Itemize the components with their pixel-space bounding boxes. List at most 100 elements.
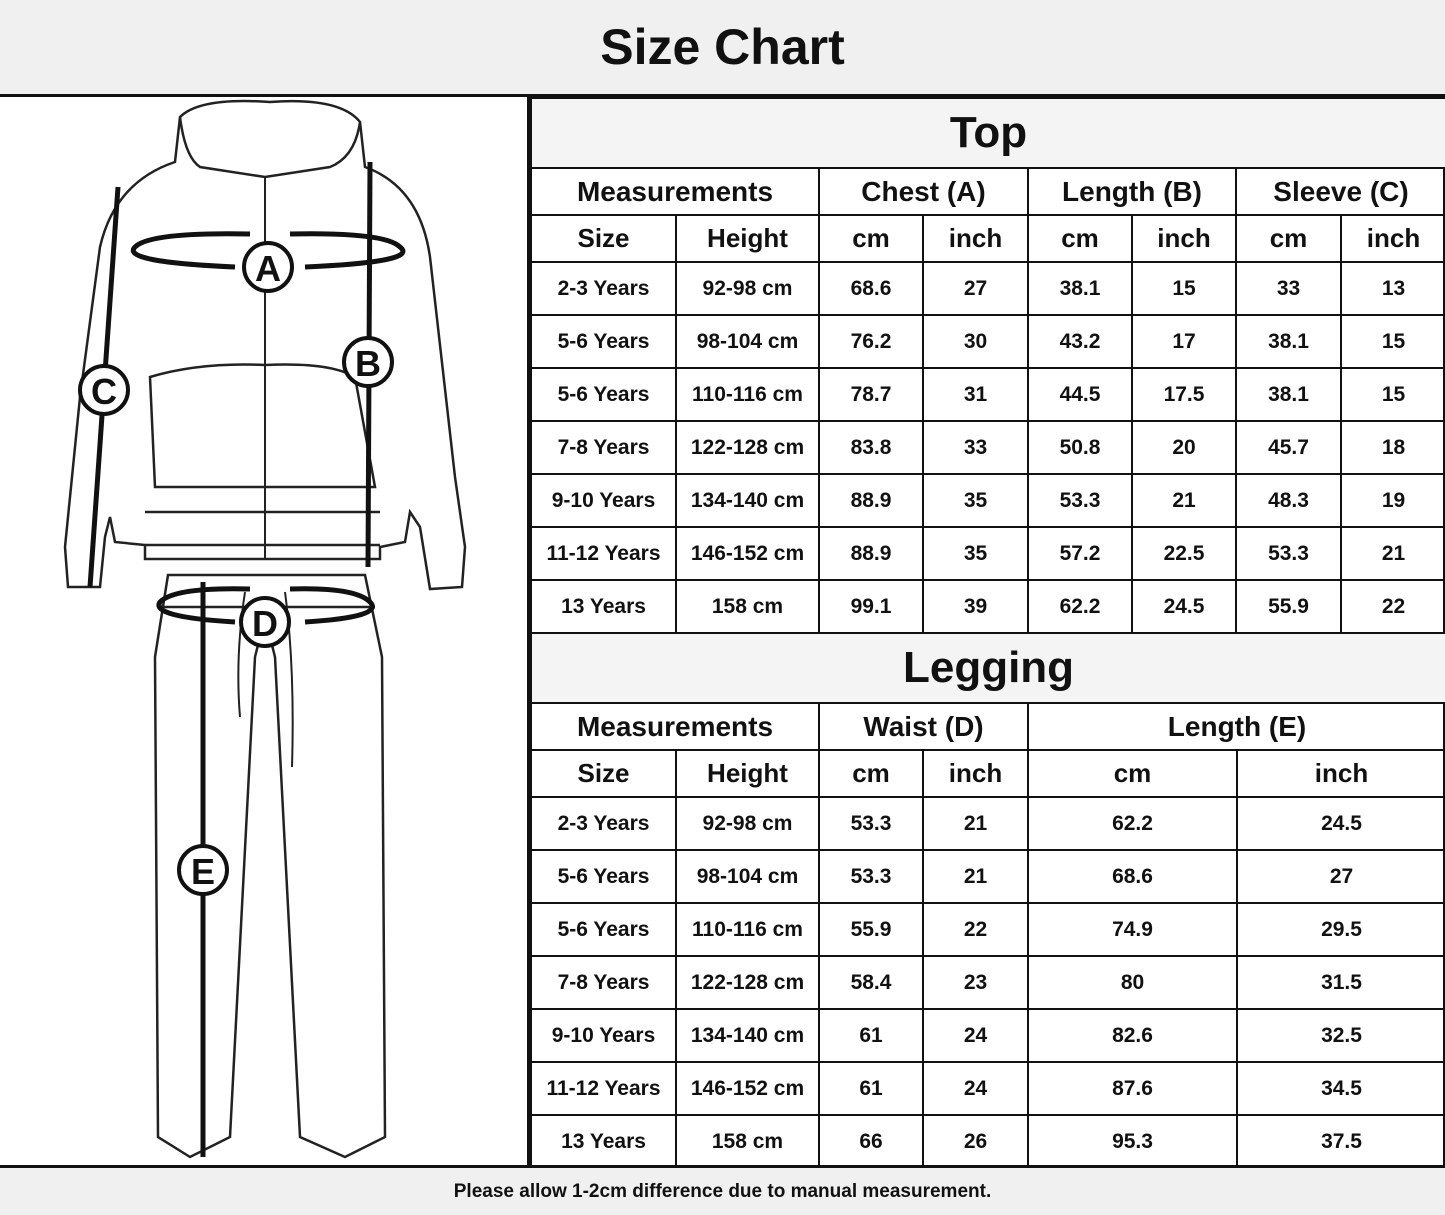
group-header: Length (B) bbox=[1027, 167, 1237, 216]
table-cell: 55.9 bbox=[818, 902, 924, 957]
table-cell: 5-6 Years bbox=[530, 849, 677, 904]
table-cell: 82.6 bbox=[1027, 1008, 1238, 1063]
hood-opening bbox=[178, 116, 362, 179]
table-cell: 9-10 Years bbox=[530, 1008, 677, 1063]
table-cell: 44.5 bbox=[1027, 367, 1133, 422]
table-cell: 158 cm bbox=[675, 1114, 820, 1169]
hoodie-outline bbox=[63, 99, 467, 591]
table-cell: 134-140 cm bbox=[675, 473, 820, 528]
table-cell: 99.1 bbox=[818, 579, 924, 634]
table-cell: 27 bbox=[1235, 849, 1445, 904]
table-cell: 21 bbox=[1131, 473, 1237, 528]
table-cell: 87.6 bbox=[1027, 1061, 1238, 1116]
column-header: cm bbox=[818, 749, 924, 798]
page-title: Size Chart bbox=[0, 0, 1445, 97]
table-cell: 22 bbox=[1340, 579, 1445, 634]
table-cell: 45.7 bbox=[1235, 420, 1342, 475]
table-cell: 134-140 cm bbox=[675, 1008, 820, 1063]
table-cell: 74.9 bbox=[1027, 902, 1238, 957]
table-cell: 53.3 bbox=[818, 849, 924, 904]
table-cell: 98-104 cm bbox=[675, 849, 820, 904]
table-row: 5-6 Years 110-116 cm 55.9 22 74.9 29.5 bbox=[530, 902, 1445, 957]
table-cell: 48.3 bbox=[1235, 473, 1342, 528]
table-cell: 29.5 bbox=[1235, 902, 1445, 957]
table-cell: 11-12 Years bbox=[530, 526, 677, 581]
table-cell: 158 cm bbox=[675, 579, 820, 634]
table-cell: 53.3 bbox=[1027, 473, 1133, 528]
legging-size-table: Legging Measurements Waist (D) Length (E… bbox=[529, 632, 1445, 1169]
table-cell: 7-8 Years bbox=[530, 955, 677, 1010]
column-header: Size bbox=[530, 749, 677, 798]
table-cell: 13 Years bbox=[530, 579, 677, 634]
table-cell: 38.1 bbox=[1027, 261, 1133, 316]
table-cell: 55.9 bbox=[1235, 579, 1342, 634]
label-c: C bbox=[91, 371, 117, 412]
table-cell: 9-10 Years bbox=[530, 473, 677, 528]
group-header: Chest (A) bbox=[818, 167, 1029, 216]
table-cell: 24.5 bbox=[1131, 579, 1237, 634]
table-cell: 24.5 bbox=[1235, 796, 1445, 851]
column-header: Size bbox=[530, 214, 677, 263]
table-cell: 53.3 bbox=[1235, 526, 1342, 581]
table-row: 13 Years 158 cm 66 26 95.3 37.5 bbox=[530, 1114, 1445, 1169]
table-cell: 78.7 bbox=[818, 367, 924, 422]
table-cell: 21 bbox=[922, 849, 1029, 904]
table-cell: 20 bbox=[1131, 420, 1237, 475]
column-header: inch bbox=[1340, 214, 1445, 263]
table-cell: 31.5 bbox=[1235, 955, 1445, 1010]
table-row: 2-3 Years 92-98 cm 53.3 21 62.2 24.5 bbox=[530, 796, 1445, 851]
table-cell: 35 bbox=[922, 526, 1029, 581]
table-cell: 26 bbox=[922, 1114, 1029, 1169]
table-cell: 21 bbox=[922, 796, 1029, 851]
table-cell: 31 bbox=[922, 367, 1029, 422]
table-cell: 76.2 bbox=[818, 314, 924, 369]
table-row: 2-3 Years 92-98 cm 68.6 27 38.1 15 33 13 bbox=[530, 261, 1445, 316]
table-cell: 27 bbox=[922, 261, 1029, 316]
table-cell: 80 bbox=[1027, 955, 1238, 1010]
table-cell: 18 bbox=[1340, 420, 1445, 475]
table-cell: 122-128 cm bbox=[675, 955, 820, 1010]
table-row: 7-8 Years 122-128 cm 83.8 33 50.8 20 45.7 18 bbox=[530, 420, 1445, 475]
column-header: cm bbox=[818, 214, 924, 263]
group-header: Waist (D) bbox=[818, 702, 1029, 751]
table-cell: 34.5 bbox=[1235, 1061, 1445, 1116]
table-cell: 17 bbox=[1131, 314, 1237, 369]
table-cell: 22 bbox=[922, 902, 1029, 957]
tracksuit-illustration bbox=[63, 99, 467, 1159]
column-header: inch bbox=[1131, 214, 1237, 263]
label-b: B bbox=[355, 343, 381, 384]
table-cell: 5-6 Years bbox=[530, 314, 677, 369]
table-cell: 17.5 bbox=[1131, 367, 1237, 422]
table-cell: 13 bbox=[1340, 261, 1445, 316]
table-cell: 57.2 bbox=[1027, 526, 1133, 581]
group-header: Measurements bbox=[530, 167, 820, 216]
table-cell: 24 bbox=[922, 1008, 1029, 1063]
table-cell: 92-98 cm bbox=[675, 796, 820, 851]
table-cell: 146-152 cm bbox=[675, 1061, 820, 1116]
table-row: 11-12 Years 146-152 cm 88.9 35 57.2 22.5 53.3 2… bbox=[530, 526, 1445, 581]
table-row: 5-6 Years 110-116 cm 78.7 31 44.5 17.5 38.1 15 bbox=[530, 367, 1445, 422]
footer-note: Please allow 1-2cm difference due to man… bbox=[0, 1165, 1445, 1215]
table-cell: 23 bbox=[922, 955, 1029, 1010]
top-size-table: Top Measurements Chest (A) Length (B) Sl… bbox=[530, 97, 1445, 634]
hoodie-waistband bbox=[145, 510, 380, 547]
label-a: A bbox=[255, 248, 281, 289]
table-row: 9-10 Years 134-140 cm 88.9 35 53.3 21 48.3 19 bbox=[530, 473, 1445, 528]
table-cell: 2-3 Years bbox=[530, 261, 677, 316]
table-cell: 35 bbox=[922, 473, 1029, 528]
table-row: 9-10 Years 134-140 cm 61 24 82.6 32.5 bbox=[530, 1008, 1445, 1063]
table-row: 11-12 Years 146-152 cm 61 24 87.6 34.5 bbox=[530, 1061, 1445, 1116]
table-cell: 110-116 cm bbox=[675, 902, 820, 957]
table-cell: 24 bbox=[922, 1061, 1029, 1116]
column-header: Height bbox=[675, 749, 820, 798]
table-cell: 7-8 Years bbox=[530, 420, 677, 475]
table-cell: 58.4 bbox=[818, 955, 924, 1010]
table-row: 5-6 Years 98-104 cm 53.3 21 68.6 27 bbox=[530, 849, 1445, 904]
table-cell: 88.9 bbox=[818, 526, 924, 581]
column-header: Height bbox=[675, 214, 820, 263]
table-cell: 43.2 bbox=[1027, 314, 1133, 369]
table-cell: 83.8 bbox=[818, 420, 924, 475]
kangaroo-pocket bbox=[148, 363, 377, 489]
table-cell: 122-128 cm bbox=[675, 420, 820, 475]
group-header: Sleeve (C) bbox=[1235, 167, 1445, 216]
